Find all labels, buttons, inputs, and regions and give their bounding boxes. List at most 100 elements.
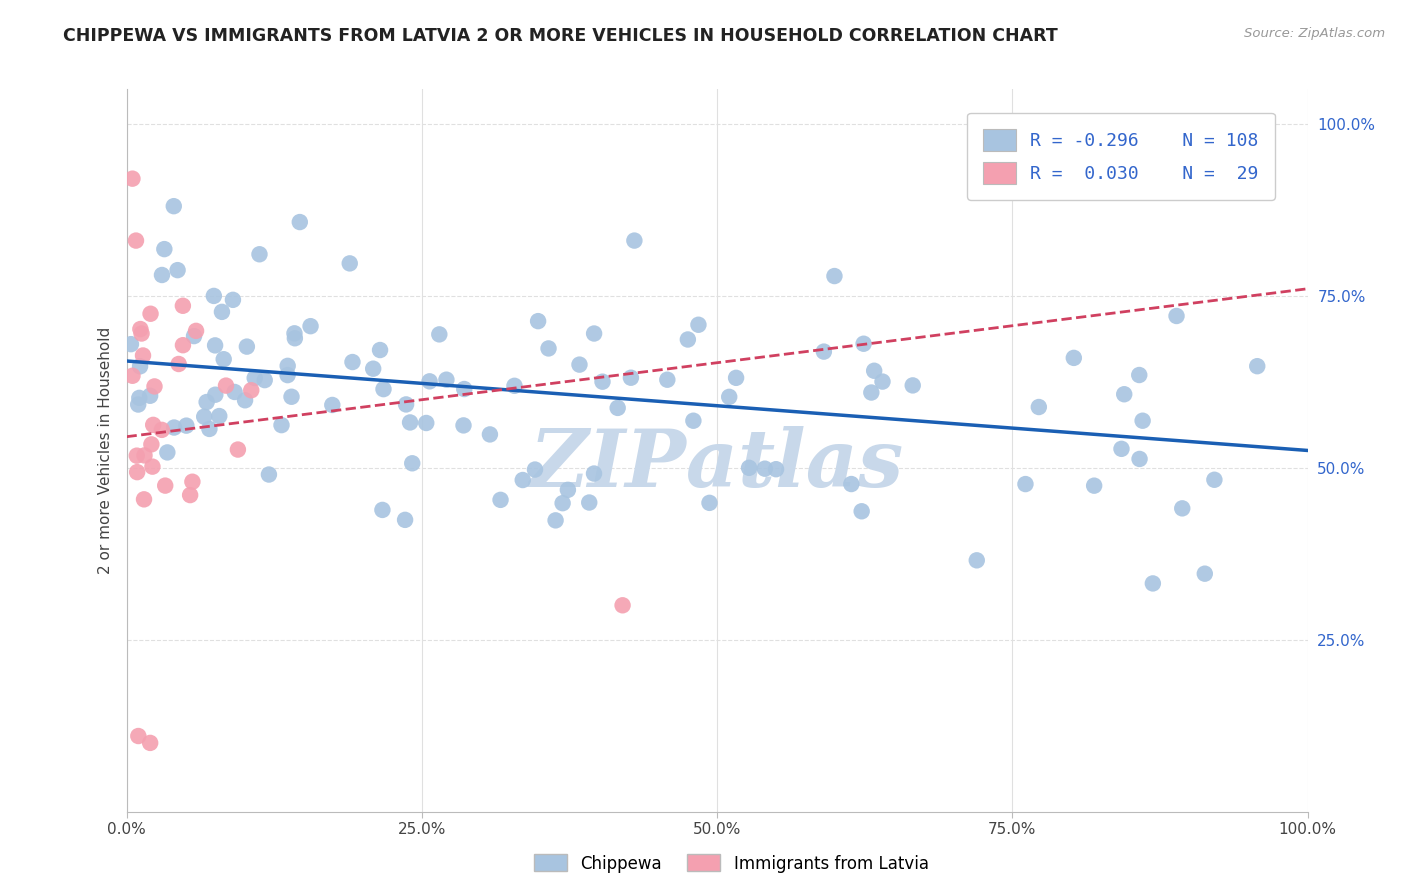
Point bbox=[582, 467, 605, 481]
Point bbox=[436, 373, 458, 387]
Point bbox=[489, 492, 512, 507]
Point bbox=[139, 389, 162, 403]
Point bbox=[288, 215, 311, 229]
Point bbox=[415, 416, 437, 430]
Point bbox=[224, 384, 246, 399]
Point bbox=[699, 496, 721, 510]
Point bbox=[321, 398, 343, 412]
Text: Source: ZipAtlas.com: Source: ZipAtlas.com bbox=[1244, 27, 1385, 40]
Point bbox=[966, 553, 988, 567]
Point bbox=[121, 171, 143, 186]
Point bbox=[537, 342, 560, 356]
Point bbox=[236, 340, 259, 354]
Point bbox=[860, 385, 883, 400]
Point bbox=[195, 395, 218, 409]
Point bbox=[765, 462, 787, 476]
Point bbox=[395, 397, 418, 411]
Point bbox=[1014, 477, 1036, 491]
Point bbox=[204, 388, 226, 402]
Point bbox=[583, 326, 606, 341]
Point bbox=[156, 445, 179, 459]
Point bbox=[1132, 414, 1154, 428]
Point bbox=[1171, 501, 1194, 516]
Point bbox=[373, 382, 395, 396]
Point bbox=[249, 247, 271, 261]
Point bbox=[150, 423, 173, 437]
Point bbox=[215, 378, 238, 392]
Point bbox=[181, 475, 204, 489]
Point bbox=[478, 427, 501, 442]
Point bbox=[167, 357, 190, 371]
Point bbox=[155, 478, 177, 492]
Point bbox=[754, 461, 776, 475]
Text: CHIPPEWA VS IMMIGRANTS FROM LATVIA 2 OR MORE VEHICLES IN HOUSEHOLD CORRELATION C: CHIPPEWA VS IMMIGRANTS FROM LATVIA 2 OR … bbox=[63, 27, 1059, 45]
Point bbox=[125, 234, 148, 248]
Point bbox=[823, 268, 845, 283]
Y-axis label: 2 or more Vehicles in Household: 2 or more Vehicles in Household bbox=[97, 326, 112, 574]
Point bbox=[125, 449, 148, 463]
Point bbox=[184, 324, 207, 338]
Point bbox=[211, 305, 233, 319]
Point bbox=[233, 393, 256, 408]
Point bbox=[1083, 478, 1105, 492]
Point bbox=[226, 442, 249, 457]
Point bbox=[523, 462, 546, 476]
Point bbox=[132, 349, 155, 363]
Point bbox=[1166, 309, 1188, 323]
Point bbox=[179, 488, 201, 502]
Point bbox=[1142, 576, 1164, 591]
Point bbox=[1111, 442, 1133, 456]
Point bbox=[142, 417, 165, 432]
Point bbox=[163, 199, 186, 213]
Point bbox=[141, 437, 163, 451]
Point bbox=[872, 375, 894, 389]
Point bbox=[277, 359, 299, 373]
Point bbox=[163, 420, 186, 434]
Point bbox=[657, 373, 679, 387]
Point bbox=[1204, 473, 1226, 487]
Point bbox=[427, 327, 450, 342]
Point bbox=[202, 289, 225, 303]
Point bbox=[172, 299, 194, 313]
Point bbox=[270, 418, 292, 433]
Point bbox=[212, 352, 235, 367]
Point bbox=[419, 375, 441, 389]
Point bbox=[568, 358, 591, 372]
Point bbox=[128, 391, 150, 405]
Point bbox=[153, 242, 176, 256]
Point bbox=[280, 390, 302, 404]
Point bbox=[131, 326, 153, 341]
Point bbox=[371, 503, 394, 517]
Point bbox=[901, 378, 924, 392]
Point bbox=[134, 449, 156, 463]
Point bbox=[204, 338, 226, 352]
Point bbox=[1114, 387, 1136, 401]
Point bbox=[503, 379, 526, 393]
Point bbox=[738, 460, 761, 475]
Point bbox=[342, 355, 364, 369]
Point bbox=[399, 416, 422, 430]
Point bbox=[718, 390, 741, 404]
Point bbox=[1128, 452, 1150, 467]
Point bbox=[243, 371, 266, 385]
Point bbox=[551, 496, 574, 510]
Point bbox=[852, 336, 875, 351]
Point bbox=[453, 418, 475, 433]
Point bbox=[283, 326, 305, 341]
Point bbox=[620, 370, 643, 384]
Point bbox=[284, 331, 307, 345]
Point bbox=[682, 414, 704, 428]
Point bbox=[141, 459, 163, 474]
Point bbox=[557, 483, 579, 497]
Point bbox=[394, 513, 416, 527]
Point bbox=[208, 409, 231, 423]
Point bbox=[143, 379, 166, 393]
Point bbox=[277, 368, 299, 383]
Point bbox=[129, 322, 152, 336]
Point bbox=[176, 418, 198, 433]
Point bbox=[127, 397, 149, 411]
Point bbox=[453, 382, 475, 396]
Point bbox=[257, 467, 280, 482]
Point bbox=[183, 329, 205, 343]
Point bbox=[121, 368, 143, 383]
